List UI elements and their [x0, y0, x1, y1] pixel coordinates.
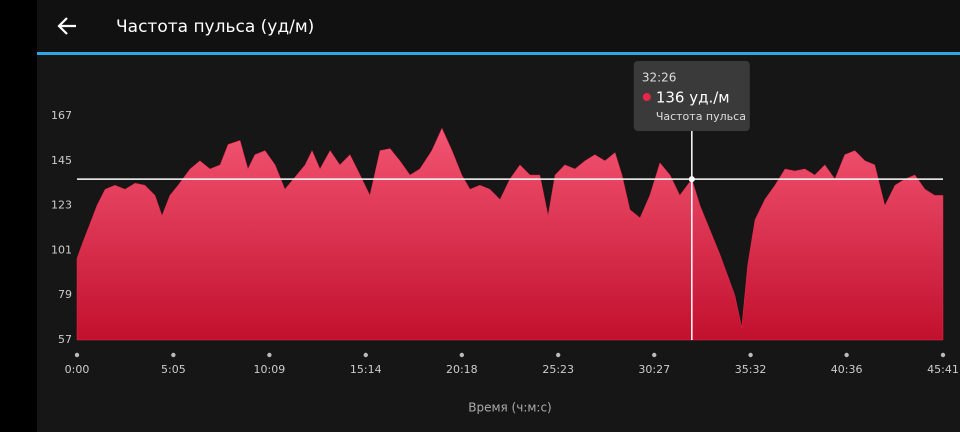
tooltip-time: 32:26 — [642, 71, 677, 85]
x-tick-label: 10:09 — [254, 363, 286, 376]
x-tick — [171, 352, 176, 358]
x-tick — [459, 352, 465, 358]
back-button[interactable] — [57, 17, 76, 35]
x-tick-label: 0:00 — [65, 363, 90, 376]
x-tick — [748, 352, 753, 358]
x-tick-label: 15:14 — [350, 363, 382, 376]
x-tick — [74, 352, 80, 358]
header — [37, 0, 960, 53]
x-tick — [940, 352, 946, 358]
x-tick-label: 40:36 — [831, 363, 863, 376]
x-tick-label: 5:05 — [161, 363, 186, 376]
x-tick — [267, 352, 272, 358]
x-tick-label: 35:32 — [735, 363, 767, 376]
tooltip-value: 136 уд./м — [656, 89, 730, 107]
area — [76, 127, 944, 341]
x-tick-label: 20:18 — [446, 363, 478, 376]
y-tick-label: 79 — [58, 288, 72, 301]
tooltip-series: Частота пульса — [656, 110, 746, 123]
page-title: Частота пульса (уд/м) — [116, 17, 314, 37]
tooltip-dot — [642, 93, 651, 101]
x-tick — [555, 352, 561, 358]
tooltip-box — [633, 61, 750, 131]
x-tick-label: 30:27 — [638, 363, 670, 376]
y-tick-label: 101 — [51, 243, 72, 256]
crosshair-point — [688, 176, 695, 183]
tooltip: 32:26 136 уд./м Частота пульса — [633, 61, 750, 131]
header-line — [37, 52, 960, 55]
y-tick-label: 167 — [51, 109, 72, 122]
x-tick-label: 25:23 — [542, 363, 574, 376]
y-tick-label: 123 — [51, 199, 72, 212]
x-tick — [844, 352, 849, 358]
x-tick — [652, 352, 657, 358]
x-tick-label: 45:41 — [927, 363, 959, 376]
x-tick — [363, 352, 368, 358]
x-axis-label: Время (ч:м:с) — [468, 401, 552, 415]
y-tick-label: 57 — [58, 333, 72, 346]
y-tick-label: 145 — [51, 154, 72, 167]
